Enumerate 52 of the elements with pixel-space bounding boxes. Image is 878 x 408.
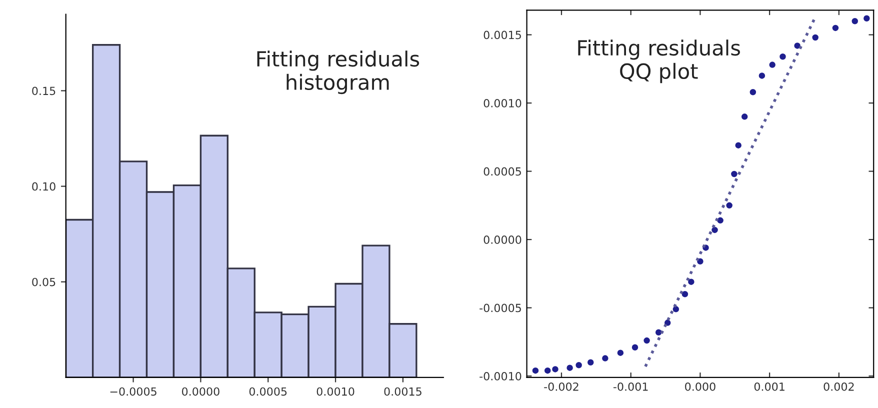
point — [664, 320, 671, 326]
point — [617, 350, 624, 356]
x-tick-label: 0.0000 — [182, 387, 220, 396]
annotation: Fitting residuals histogram — [257, 50, 420, 94]
y-tick-label: 0.0015 — [484, 30, 521, 40]
point — [832, 24, 839, 32]
point — [672, 306, 680, 312]
point — [731, 170, 738, 178]
point — [532, 367, 539, 374]
point — [735, 142, 742, 148]
x-tick-label: −0.0005 — [110, 387, 156, 396]
point — [712, 226, 718, 234]
y-tick-label: 0.05 — [32, 278, 56, 286]
point — [864, 15, 870, 22]
point — [750, 88, 756, 96]
y-tick-label: 0.15 — [32, 86, 56, 96]
y-tick-label: -0.0010 — [480, 372, 522, 380]
point — [780, 53, 786, 60]
point — [697, 258, 704, 264]
x-tick-label: 0.0010 — [316, 387, 354, 396]
y-tick-label: 0.0010 — [484, 99, 522, 108]
point — [576, 362, 582, 368]
point — [717, 217, 724, 224]
point — [644, 337, 650, 344]
point — [726, 202, 732, 209]
point — [682, 291, 688, 298]
point — [552, 366, 558, 372]
annotation: Fitting residuals QQ plot — [578, 40, 740, 84]
y-tick-label: 0.10 — [32, 182, 56, 191]
x-tick-label: 0.000 — [685, 382, 716, 391]
point — [812, 34, 818, 41]
x-tick-label: 0.0015 — [384, 387, 422, 396]
point — [566, 364, 573, 371]
point — [587, 359, 594, 366]
y-tick-label: 0.0005 — [484, 167, 521, 176]
y-tick-label: -0.0005 — [480, 304, 521, 312]
point — [758, 72, 766, 79]
x-tick-label: -0.002 — [544, 382, 578, 391]
y-tick-label: 0.0000 — [484, 236, 522, 244]
point — [632, 344, 638, 350]
point — [852, 18, 858, 24]
point — [769, 62, 776, 68]
point — [602, 355, 608, 362]
point — [688, 278, 694, 285]
x-tick-label: -0.001 — [613, 382, 648, 391]
point — [794, 42, 800, 49]
point — [544, 367, 551, 374]
x-tick-label: 0.0005 — [249, 387, 287, 396]
x-tick-label: 0.002 — [824, 382, 854, 391]
x-tick-label: 0.001 — [754, 382, 784, 391]
point — [655, 329, 662, 336]
point — [741, 114, 748, 120]
